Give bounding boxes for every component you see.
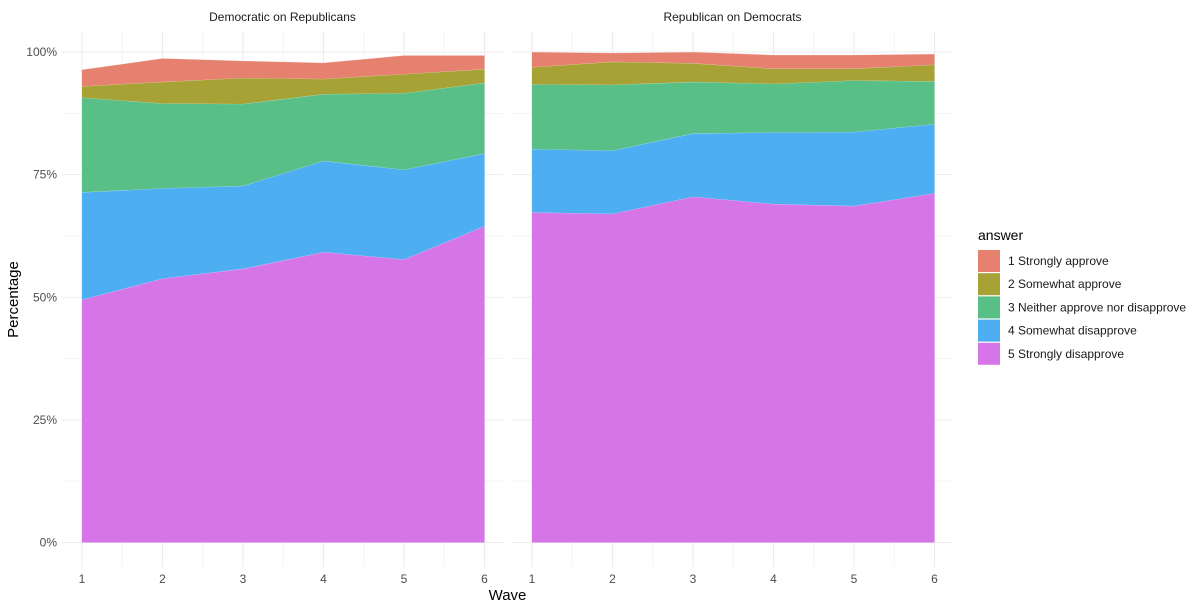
panel-title: Republican on Democrats [663, 10, 801, 24]
area-1-strongly-approve [82, 55, 485, 87]
legend-swatch [978, 319, 1000, 342]
legend-item: 4 Somewhat disapprove [978, 319, 1137, 342]
legend-swatch [978, 250, 1000, 272]
panel-title: Democratic on Republicans [209, 10, 356, 24]
legend-label: 3 Neither approve nor disapprove [1008, 300, 1186, 314]
x-tick-label: 4 [320, 572, 327, 586]
area-edge-1-strongly-approve [531, 51, 935, 56]
x-axis-title: Wave [489, 587, 527, 604]
area-3-neither-approve-nor-disapprove [82, 82, 485, 193]
x-tick-label: 6 [931, 572, 938, 586]
y-tick-label: 75% [33, 168, 57, 182]
x-tick-label: 5 [401, 572, 408, 586]
legend-swatch [978, 342, 1000, 365]
x-tick-label: 2 [609, 572, 616, 586]
x-tick-label: 1 [79, 572, 86, 586]
legend-label: 5 Strongly disapprove [1008, 347, 1124, 361]
area-5-strongly-disapprove [82, 226, 485, 543]
y-axis-title: Percentage [5, 261, 22, 338]
legend-item: 1 Strongly approve [978, 250, 1109, 272]
area-edge-3-neither-approve-nor-disapprove [531, 80, 935, 86]
y-tick-label: 25% [33, 413, 57, 427]
area-1-strongly-approve [532, 52, 935, 69]
y-tick-label: 0% [40, 536, 58, 550]
legend-item: 2 Somewhat approve [978, 273, 1122, 296]
area-edge-1-strongly-approve [81, 55, 485, 70]
legend-swatch [978, 273, 1000, 296]
x-tick-label: 6 [481, 572, 488, 586]
x-tick-label: 4 [770, 572, 777, 586]
x-tick-label: 3 [690, 572, 697, 586]
legend-title: answer [978, 227, 1023, 243]
area-2-somewhat-approve [532, 61, 935, 85]
x-tick-label: 1 [529, 572, 536, 586]
x-tick-label: 5 [851, 572, 858, 586]
legend-label: 4 Somewhat disapprove [1008, 324, 1137, 338]
legend-label: 2 Somewhat approve [1008, 277, 1122, 291]
area-4-somewhat-disapprove [82, 153, 485, 300]
x-tick-label: 2 [159, 572, 166, 586]
area-3-neither-approve-nor-disapprove [532, 80, 935, 151]
legend-item: 5 Strongly disapprove [978, 342, 1124, 365]
legend-item: 3 Neither approve nor disapprove [978, 296, 1186, 319]
legend-swatch [978, 296, 1000, 319]
area-5-strongly-disapprove [532, 193, 935, 543]
facet-panel-1: Democratic on Republicans 1 2 3 4 5 6 0% 25% 50% 7… [26, 10, 503, 586]
y-tick-label: 100% [26, 45, 57, 59]
legend: answer 1 Strongly approve 2 Somewhat appro… [978, 227, 1186, 365]
legend-label: 1 Strongly approve [1008, 254, 1109, 268]
facet-panel-2: Republican on Democrats 1 2 3 4 5 6 [512, 10, 953, 586]
x-tick-label: 3 [240, 572, 247, 586]
y-tick-label: 50% [33, 290, 57, 304]
area-2-somewhat-approve [82, 69, 485, 104]
